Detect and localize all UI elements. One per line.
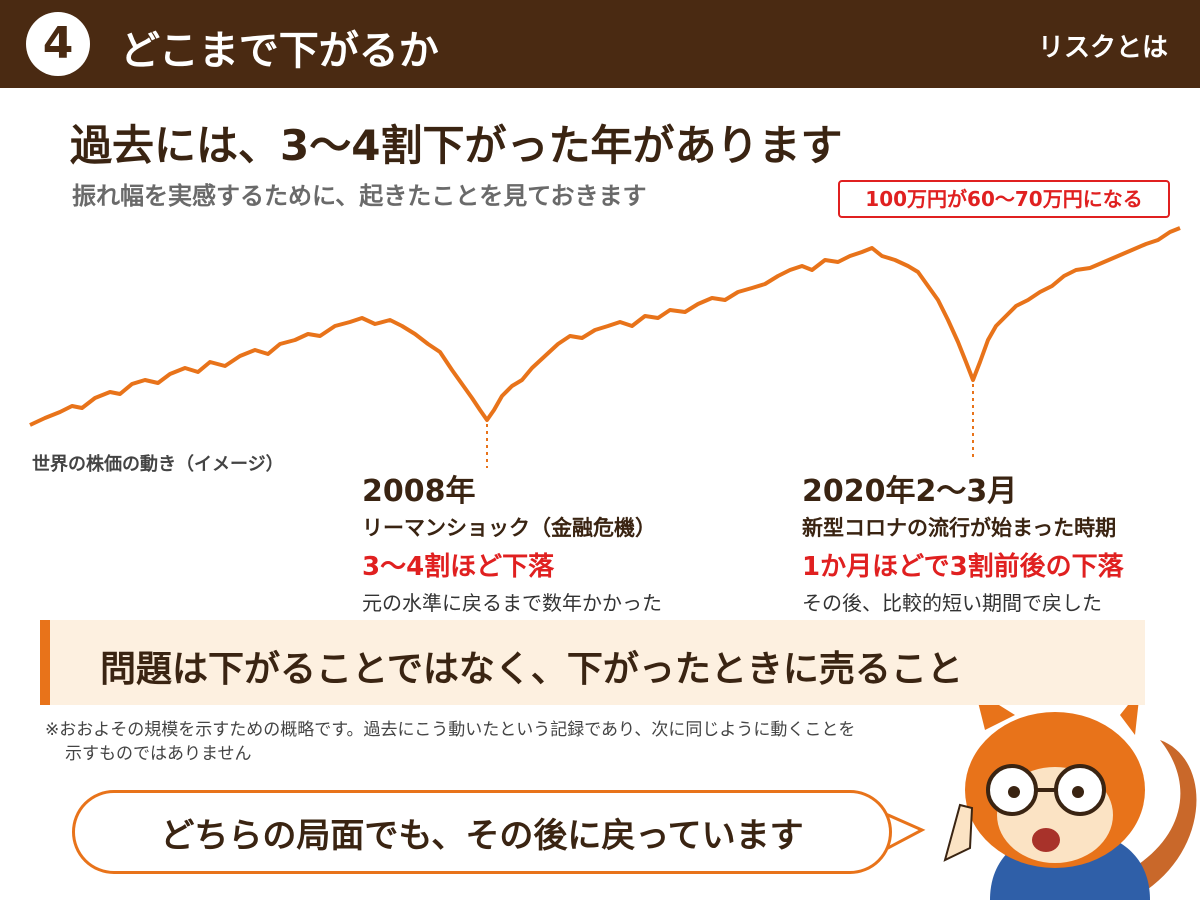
chart-caption: 世界の株価の動き（イメージ） [32, 454, 284, 475]
callout: 100万円が60～70万円になる [838, 180, 1170, 218]
event-date: 2008年 [362, 474, 476, 509]
bubble-tail [886, 812, 926, 851]
event-note: その後、比較的短い期間で戻した [802, 591, 1102, 615]
event-block: 2020年2～3月 新型コロナの流行が始まった時期 1か月ほどで3割前後の下落 … [802, 466, 1124, 616]
speech-bubble [72, 790, 892, 874]
header-tag: リスクとは [1037, 33, 1168, 63]
heading: 過去には、3～4割下がった年があります [70, 121, 843, 170]
event-name: 新型コロナの流行が始まった時期 [802, 516, 1117, 540]
footnote: ※おおよその規模を示すための概略です。過去にこう動いたという記録であり、次に同じ… [45, 718, 855, 766]
event-drop: 1か月ほどで3割前後の下落 [802, 552, 1124, 582]
event-drop: 3～4割ほど下落 [362, 552, 555, 582]
header-title: どこまで下がるか [120, 28, 439, 74]
price-line [29, 226, 1181, 427]
header-bar [0, 0, 1200, 88]
bubble-text: どちらの局面でも、その後に戻っています [160, 816, 804, 856]
footnote-line: 示すものではありません [65, 744, 252, 764]
event-block: 2008年 リーマンショック（金融危機） 3～4割ほど下落 元の水準に戻るまで数… [362, 466, 662, 616]
subheading: 振れ幅を実感するために、起きたことを見ておきます [72, 182, 647, 210]
event-note: 元の水準に戻るまで数年かかった [362, 591, 662, 615]
section-number: 4 [26, 12, 90, 76]
banner-text: 問題は下がることではなく、下がったときに売ること [100, 649, 963, 690]
squirrel [943, 690, 1197, 900]
event-date: 2020年2～3月 [802, 474, 1018, 509]
banner [40, 620, 1145, 705]
footnote-line: ※おおよその規模を示すための概略です。過去にこう動いたという記録であり、次に同じ… [45, 720, 856, 740]
event-name: リーマンショック（金融危機） [362, 516, 656, 540]
